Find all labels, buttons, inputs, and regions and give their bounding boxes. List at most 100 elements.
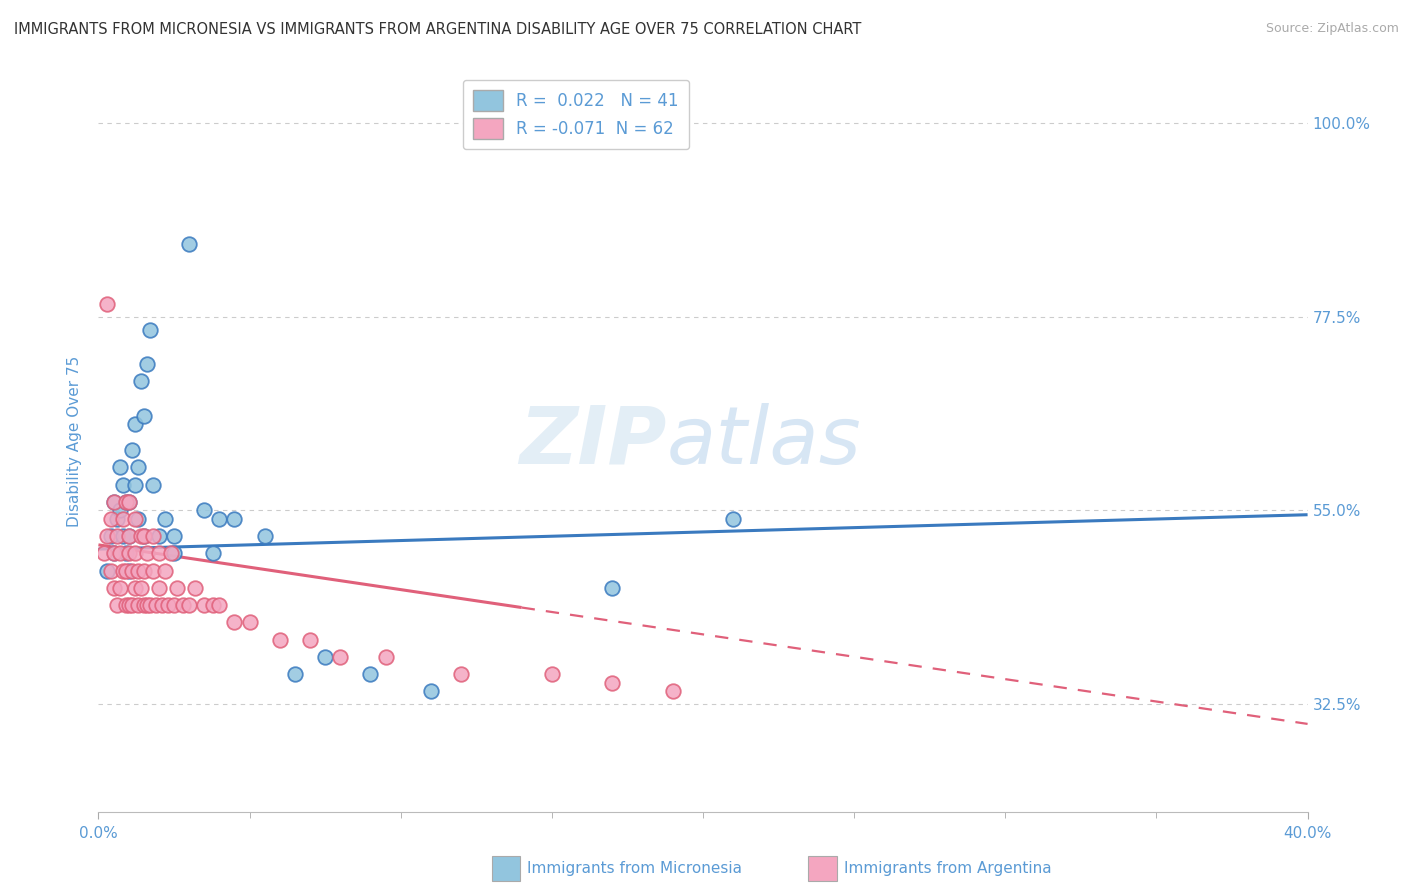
Point [118,529,141,543]
Point [124,546,146,560]
Point [253,529,276,543]
Point [156,598,179,612]
Point [153,564,176,578]
Point [139,598,162,612]
Point [118,598,141,612]
Point [135,546,157,560]
Point [105,512,128,526]
Point [148,581,170,595]
Point [118,546,141,560]
Point [105,598,128,612]
Point [224,512,246,526]
Point [179,598,201,612]
Point [103,495,125,509]
Point [96,297,118,311]
Point [132,529,155,543]
Point [540,667,562,681]
Legend: R =  0.022   N = 41, R = -0.071  N = 62: R = 0.022 N = 41, R = -0.071 N = 62 [463,79,689,149]
Point [127,564,149,578]
Point [163,546,186,560]
Point [239,615,262,630]
Point [129,529,152,543]
Point [114,598,136,612]
Point [114,546,136,560]
Point [118,564,141,578]
Point [132,409,155,423]
Point [111,512,134,526]
Point [114,495,136,509]
Point [166,581,188,595]
Point [374,649,396,664]
Point [96,529,118,543]
Point [184,581,207,595]
Point [602,675,624,690]
Point [127,460,149,475]
Point [103,581,125,595]
Point [111,564,134,578]
Point [202,598,225,612]
Point [160,546,183,560]
Point [148,546,170,560]
Point [142,529,165,543]
Point [723,512,745,526]
Point [111,529,134,543]
Point [153,512,176,526]
Point [132,598,155,612]
Point [163,529,186,543]
Text: Source: ZipAtlas.com: Source: ZipAtlas.com [1265,22,1399,36]
Point [103,546,125,560]
Point [450,667,472,681]
Point [142,477,165,491]
Point [172,598,194,612]
Y-axis label: Disability Age Over 75: Disability Age Over 75 [67,356,83,527]
Point [93,546,115,560]
Point [108,546,131,560]
Point [135,357,157,371]
Point [103,546,125,560]
Point [108,581,131,595]
Point [602,581,624,595]
Text: ZIP: ZIP [519,402,666,481]
Point [135,598,157,612]
Point [100,564,122,578]
Point [124,477,146,491]
Point [124,512,146,526]
Point [121,443,143,458]
Point [269,632,291,647]
Point [127,598,149,612]
Text: IMMIGRANTS FROM MICRONESIA VS IMMIGRANTS FROM ARGENTINA DISABILITY AGE OVER 75 C: IMMIGRANTS FROM MICRONESIA VS IMMIGRANTS… [14,22,862,37]
Point [202,546,225,560]
Point [420,684,443,698]
Point [103,495,125,509]
Point [118,529,141,543]
Point [193,598,215,612]
Text: Immigrants from Argentina: Immigrants from Argentina [844,862,1052,876]
Point [108,503,131,517]
Point [150,598,173,612]
Point [224,615,246,630]
Point [118,495,141,509]
Point [105,529,128,543]
Point [108,460,131,475]
Point [193,503,215,517]
Point [661,684,683,698]
Point [208,598,231,612]
Point [329,649,352,664]
Point [100,512,122,526]
Point [145,598,167,612]
Point [127,512,149,526]
Point [163,598,186,612]
Text: atlas: atlas [666,402,862,481]
Point [96,564,118,578]
Point [114,495,136,509]
Point [284,667,307,681]
Text: Immigrants from Micronesia: Immigrants from Micronesia [527,862,742,876]
Point [139,323,162,337]
Point [129,374,152,388]
Point [299,632,322,647]
Point [121,564,143,578]
Point [132,529,155,543]
Point [179,236,201,251]
Point [208,512,231,526]
Point [129,581,152,595]
